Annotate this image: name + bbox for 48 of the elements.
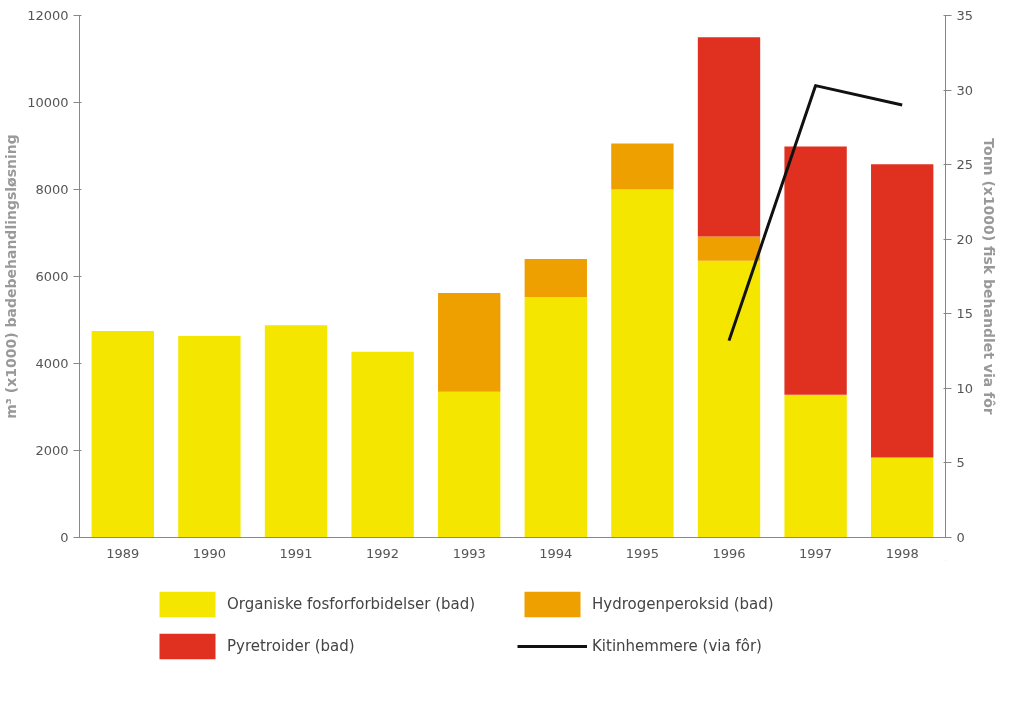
y-tick-label: 10000 [27,95,69,110]
bar [697,260,761,538]
y2-tick-label: 35 [956,8,974,23]
y-axis-title: m³ (x1000) badebehandlingsløsning [3,134,20,419]
bar [178,336,241,538]
x-tick-label: 1991 [279,545,313,561]
bar [91,330,154,538]
bar [438,391,501,538]
bar [611,143,674,190]
x-tick-label: 1995 [625,545,659,561]
bar [264,325,328,538]
bar [438,293,501,392]
bar [524,259,587,297]
x-tick-label: 1992 [366,545,400,561]
x-tick-label: 1997 [799,545,833,561]
bar [697,236,761,261]
y-tick-label: 8000 [35,182,69,197]
bar [524,296,587,538]
bar [351,351,414,538]
y-tick-label: 6000 [35,269,69,284]
x-tick-label: 1994 [539,545,573,561]
y2-tick-label: 25 [956,157,974,173]
bar [697,37,761,237]
bar [871,457,934,538]
x-tick-label: 1993 [452,545,486,561]
bar [784,146,847,395]
legend-label: Pyretroider (bad) [227,637,356,655]
y-tick-label: 4000 [35,356,69,371]
y2-tick-label: 15 [956,306,974,322]
y-tick-label: 12000 [27,8,69,23]
y2-tick-label: 5 [956,455,965,471]
y-tick-label: 0 [60,530,69,545]
x-tick-label: 1996 [712,545,746,561]
x-tick-label: 1989 [106,545,140,561]
legend-label: Organiske fosforforbidelser (bad) [227,595,477,613]
bar [871,164,934,458]
legend-label: Kitinhemmere (via fôr) [592,637,763,655]
x-tick-label: 1990 [192,545,226,561]
y2-tick-label: 20 [956,231,974,247]
y2-tick-label: 30 [956,82,974,98]
bar [784,394,847,538]
x-tick-label: 1998 [885,545,919,561]
y-tick-label: 2000 [35,443,69,458]
y2-tick-label: 10 [956,380,974,396]
y2-tick-label: 0 [956,530,965,545]
bar [611,189,674,538]
legend-label: Hydrogenperoksid (bad) [592,595,775,613]
y2-axis-title: Tonn (x1000) fisk behandlet via fôr [981,138,998,415]
